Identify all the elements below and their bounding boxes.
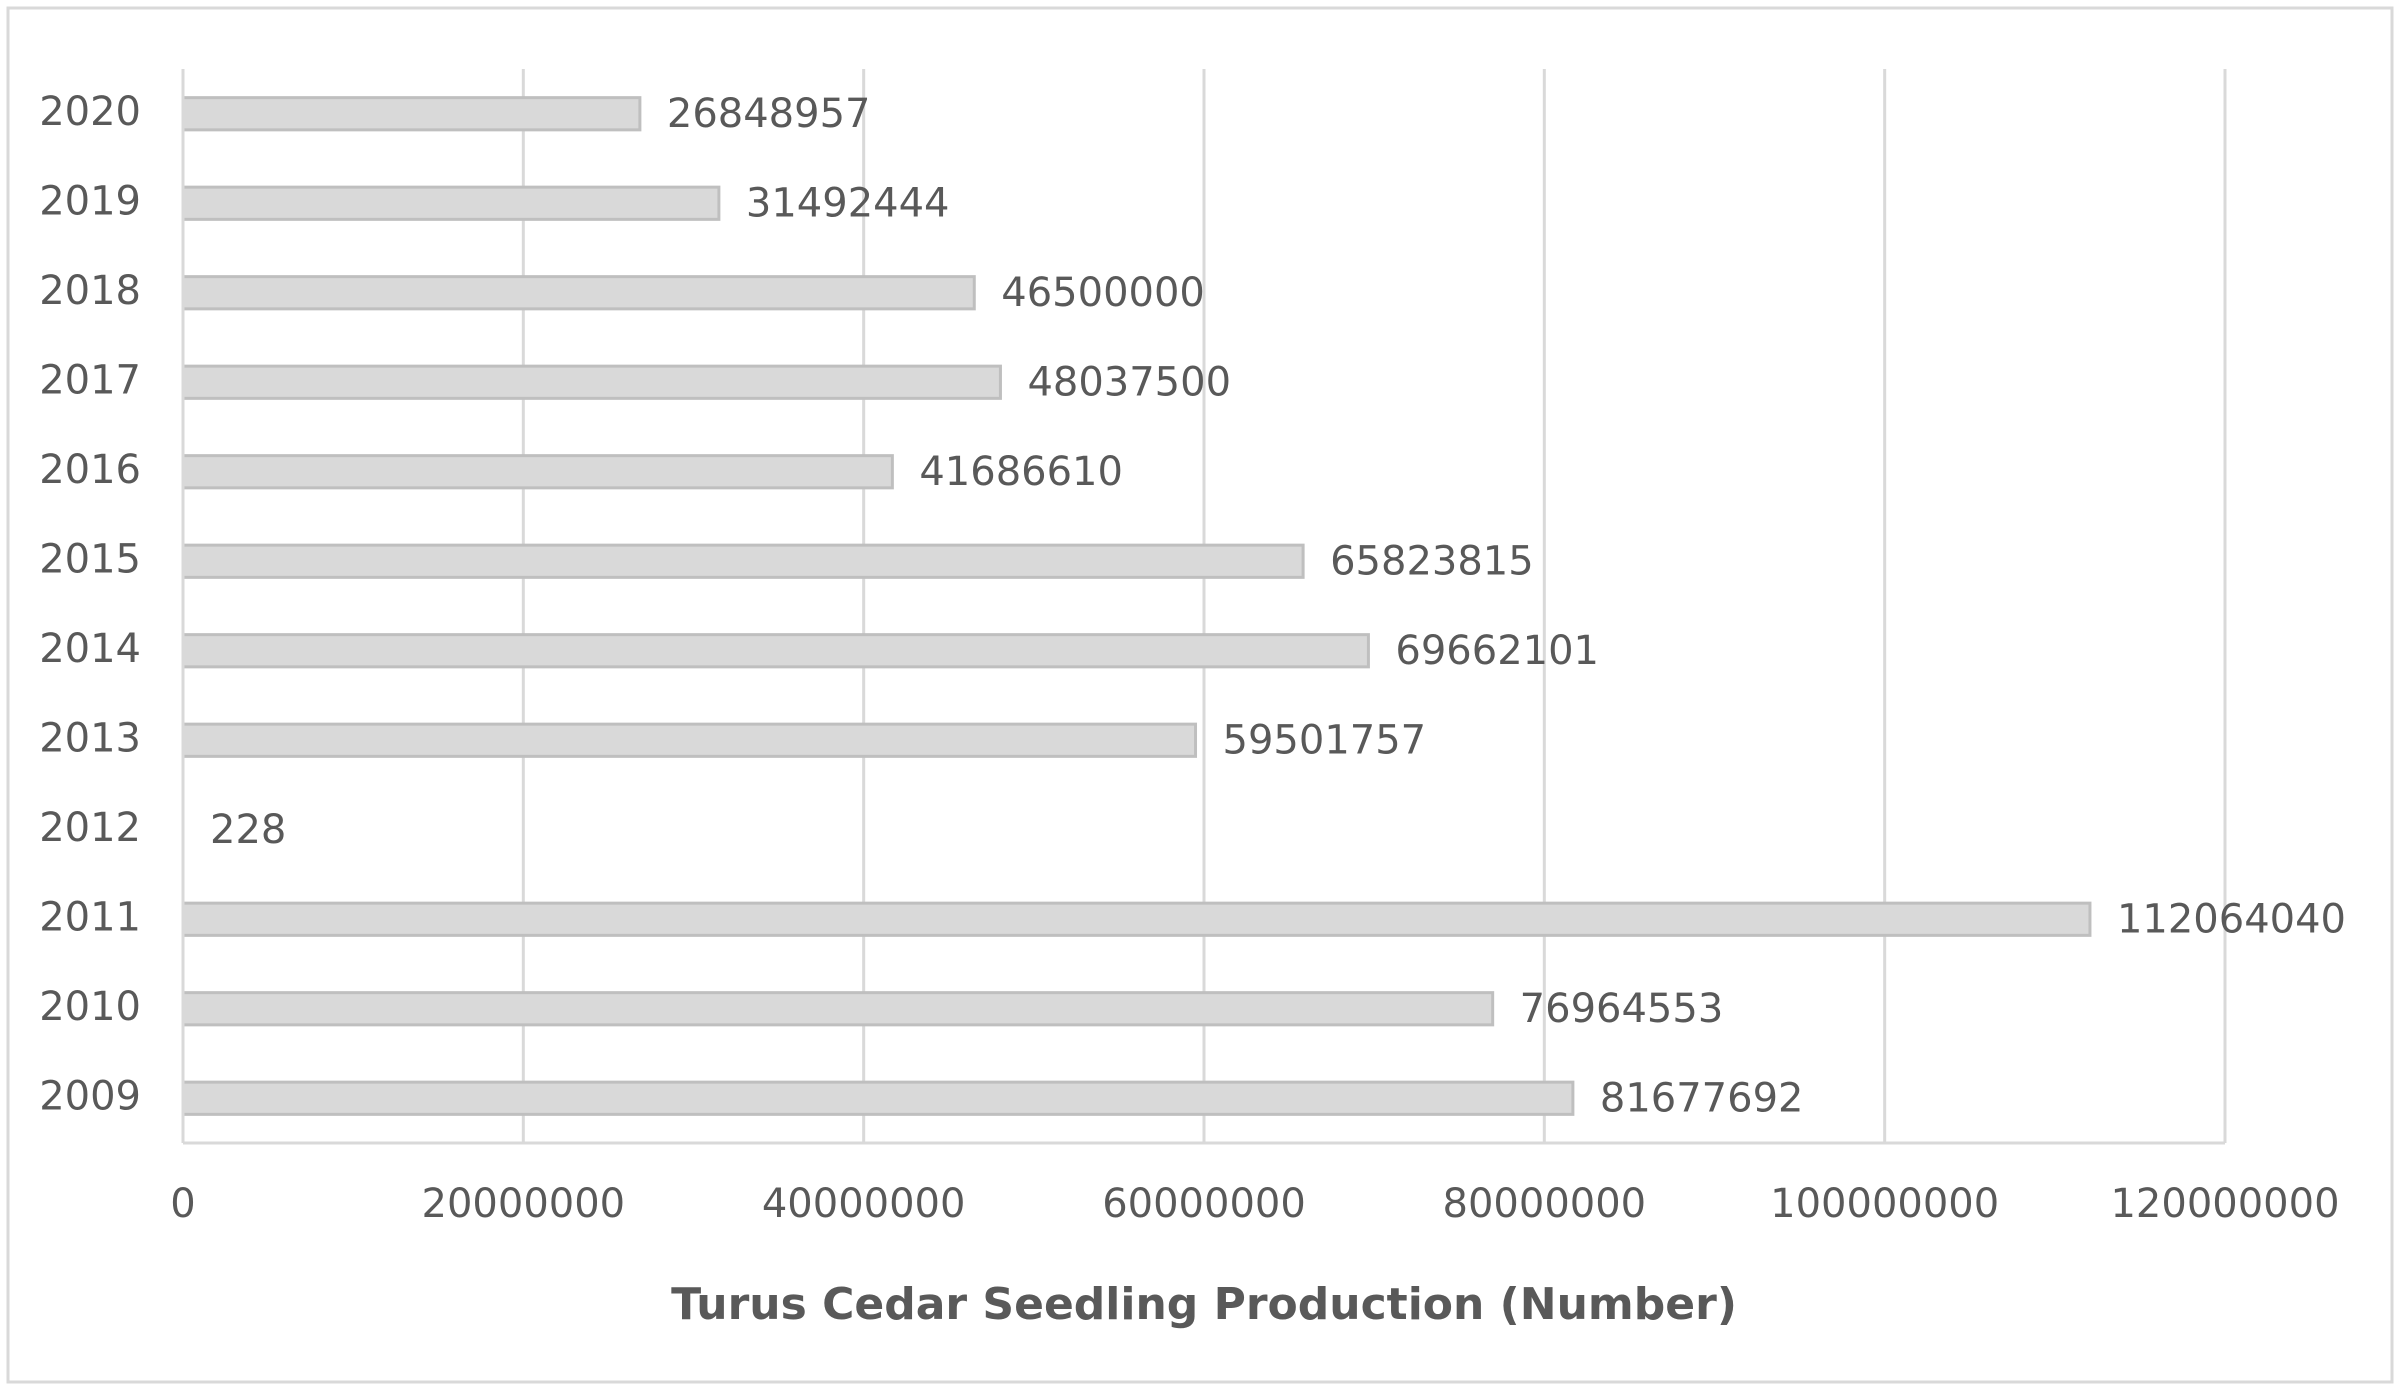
bar (181, 722, 1198, 758)
x-tick-label: 100000000 (1770, 1181, 1999, 1227)
value-label: 228 (210, 807, 286, 853)
bar (181, 901, 2092, 937)
x-tick-label: 40000000 (762, 1181, 966, 1227)
value-label: 46500000 (1001, 270, 1205, 316)
bar (181, 991, 1495, 1027)
value-label: 41686610 (919, 449, 1123, 495)
bar (181, 543, 1305, 579)
y-tick-label: 2014 (39, 626, 141, 672)
x-tick-label: 120000000 (2110, 1181, 2339, 1227)
bar (181, 454, 894, 490)
y-tick-label: 2015 (39, 536, 141, 582)
y-tick-label: 2010 (39, 984, 141, 1030)
bar (181, 364, 1002, 400)
y-tick-label: 2016 (39, 447, 141, 493)
value-label: 81677692 (1600, 1075, 1804, 1121)
bar (181, 1080, 1575, 1116)
x-axis-title: Turus Cedar Seedling Production (Number) (671, 1279, 1737, 1330)
x-tick-label: 80000000 (1443, 1181, 1647, 1227)
value-label: 31492444 (746, 180, 950, 226)
value-label: 76964553 (1520, 986, 1724, 1032)
value-label: 48037500 (1027, 359, 1231, 405)
y-tick-label: 2011 (39, 894, 141, 940)
bar (181, 633, 1370, 669)
y-tick-label: 2013 (39, 715, 141, 761)
y-tick-label: 2019 (39, 178, 141, 224)
bar (181, 96, 642, 132)
value-label: 59501757 (1223, 717, 1427, 763)
y-tick-label: 2017 (39, 357, 141, 403)
bar (181, 185, 721, 221)
value-label: 69662101 (1395, 628, 1599, 674)
chart-frame (6, 6, 2394, 1384)
y-tick-label: 2012 (39, 805, 141, 851)
x-tick-label: 0 (170, 1181, 195, 1227)
value-label: 112064040 (2117, 896, 2346, 942)
value-label: 65823815 (1330, 538, 1534, 584)
x-tick-label: 60000000 (1102, 1181, 1306, 1227)
y-tick-label: 2018 (39, 268, 141, 314)
value-label: 26848957 (667, 91, 871, 137)
bar (181, 275, 976, 311)
x-tick-label: 20000000 (422, 1181, 626, 1227)
y-tick-label: 2020 (39, 89, 141, 135)
y-tick-label: 2009 (39, 1073, 141, 1119)
